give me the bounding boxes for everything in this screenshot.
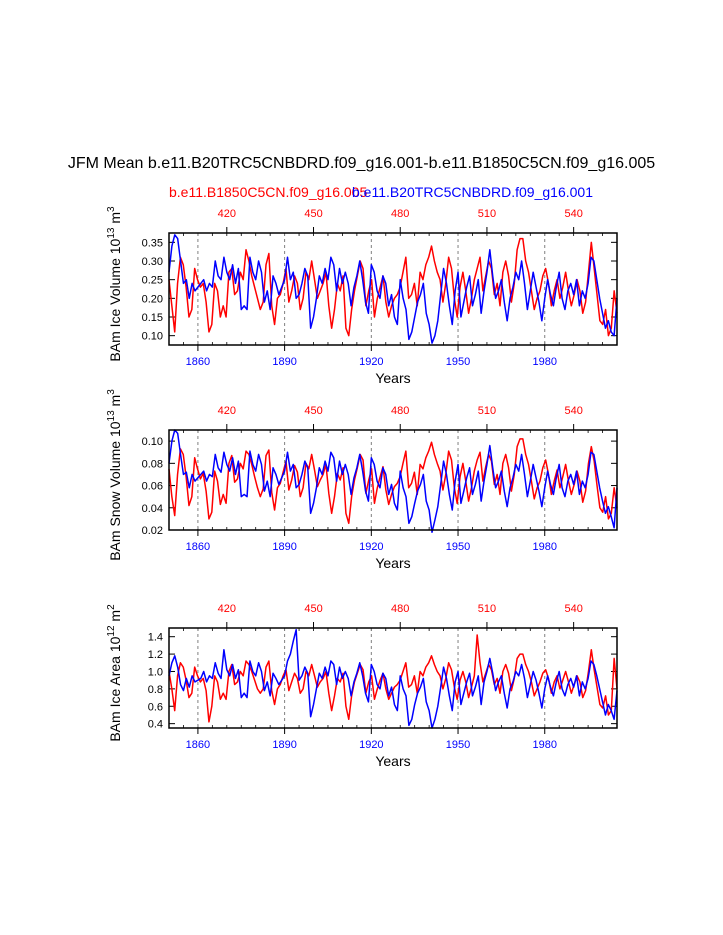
panel3-top-tick-label: 450 (304, 603, 322, 615)
panel3-bottom-tick-label: 1890 (272, 739, 296, 751)
panel3-bottom-tick-label: 1950 (446, 739, 470, 751)
panel1-top-tick-label: 540 (564, 208, 582, 220)
panel2-plot-frame (168, 429, 618, 531)
panel3-y-tick-label: 1.4 (148, 632, 163, 644)
panel1-bottom-tick-label: 1890 (272, 356, 296, 368)
panel1-y-tick-label: 0.30 (142, 256, 163, 268)
panel2-x-axis-label: Years (375, 555, 410, 571)
panel2-bottom-tick-label: 1950 (446, 541, 470, 553)
panel2-y-axis-label-exponent: 3 (106, 389, 117, 395)
panel2-top-tick-label: 420 (218, 405, 236, 417)
panel1-top-tick-label: 510 (478, 208, 496, 220)
panel2-y-tick-label: 0.06 (142, 481, 163, 493)
panel3-bottom-tick-label: 1980 (532, 739, 556, 751)
panel1-y-tick-label: 0.15 (142, 312, 163, 324)
panel2-top-tick-label: 450 (304, 405, 322, 417)
panel1-bottom-tick-label: 1860 (186, 356, 210, 368)
panel1-y-tick-label: 0.10 (142, 331, 163, 343)
panel3-y-axis-label-text: BAm Ice Area 10 (107, 636, 123, 741)
panel3-plot-frame (168, 627, 618, 729)
panel2-top-tick-label: 510 (478, 405, 496, 417)
panel1-x-axis-label: Years (375, 370, 410, 386)
panel3-y-tick-label: 0.6 (148, 701, 163, 713)
panel1-bottom-tick-label: 1950 (446, 356, 470, 368)
panel2-y-axis-label-exponent: 13 (106, 410, 117, 422)
panel3-y-tick-label: 1.2 (148, 649, 163, 661)
panel2-bottom-tick-label: 1890 (272, 541, 296, 553)
panel2-y-tick-label: 0.08 (142, 458, 163, 470)
panel1-y-axis-label-exponent: 13 (106, 227, 117, 239)
panel1-y-tick-label: 0.20 (142, 293, 163, 305)
panel3-y-axis-label: BAm Ice Area 1012 m2 (106, 604, 123, 742)
panel2-y-axis-label-text: BAm Snow Volume 10 (107, 421, 123, 561)
panel3-series-line-blue (168, 628, 618, 729)
panel3-top-tick-label: 510 (478, 603, 496, 615)
panel2-bottom-tick-label: 1860 (186, 541, 210, 553)
panel2-y-tick-label: 0.10 (142, 436, 163, 448)
panel3-y-tick-label: 1.0 (148, 666, 163, 678)
panel1-y-axis-label-exponent: 3 (106, 206, 117, 212)
panel3-bottom-tick-label: 1860 (186, 739, 210, 751)
panel3-y-tick-label: 0.4 (148, 719, 163, 731)
panel3-y-tick-label: 0.8 (148, 684, 163, 696)
panel2-y-axis-label: BAm Snow Volume 1013 m3 (106, 389, 123, 561)
panel2-bottom-tick-label: 1920 (359, 541, 383, 553)
panel1-top-tick-label: 480 (391, 208, 409, 220)
panel1-y-axis-label-text: m (107, 212, 123, 228)
panel1-bottom-tick-label: 1920 (359, 356, 383, 368)
panel3-top-tick-label: 540 (564, 603, 582, 615)
panel3-y-axis-label-exponent: 2 (106, 604, 117, 610)
panel1-y-axis-label: BAm Ice Volume 1013 m3 (106, 206, 123, 362)
panel3-bottom-tick-label: 1920 (359, 739, 383, 751)
panel2-top-tick-label: 540 (564, 405, 582, 417)
panel2-y-tick-label: 0.04 (142, 503, 163, 515)
legend-blue-series: b.e11.B20TRC5CNBDRD.f09_g16.001 (352, 184, 593, 200)
panel2-y-axis-label-text: m (107, 395, 123, 411)
panel1-top-tick-label: 450 (304, 208, 322, 220)
panel3-series-line-red (168, 634, 618, 723)
panel2-top-tick-label: 480 (391, 405, 409, 417)
panel1-plot-frame (168, 232, 618, 346)
panel2-series-line-blue (168, 429, 618, 533)
panel1-series-line-blue (168, 234, 618, 344)
panel3-y-axis-label-exponent: 12 (106, 625, 117, 637)
panel1-y-tick-label: 0.25 (142, 275, 163, 287)
panel2-bottom-tick-label: 1980 (532, 541, 556, 553)
panel2-y-tick-label: 0.02 (142, 525, 163, 537)
panel3-top-tick-label: 480 (391, 603, 409, 615)
panel1-top-tick-label: 420 (218, 208, 236, 220)
panel1-y-tick-label: 0.35 (142, 237, 163, 249)
panel3-top-tick-label: 420 (218, 603, 236, 615)
page-title: JFM Mean b.e11.B20TRC5CNBDRD.f09_g16.001… (67, 155, 656, 172)
panel1-y-axis-label-text: BAm Ice Volume 10 (107, 238, 123, 361)
panel3-x-axis-label: Years (375, 753, 410, 769)
panel3-y-axis-label-text: m (107, 610, 123, 626)
legend-red-series: b.e11.B1850C5CN.f09_g16.005 (169, 184, 368, 200)
panel1-bottom-tick-label: 1980 (532, 356, 556, 368)
